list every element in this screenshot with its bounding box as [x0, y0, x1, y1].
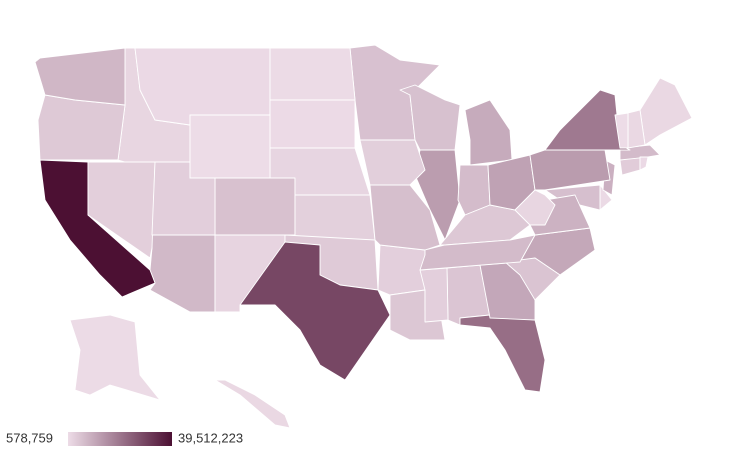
state[interactable]: [214, 379, 291, 429]
state[interactable]: [69, 314, 161, 401]
state[interactable]: [294, 194, 376, 241]
state[interactable]: [619, 144, 661, 161]
state[interactable]: [239, 241, 391, 381]
state[interactable]: [514, 189, 556, 226]
state[interactable]: [37, 94, 126, 161]
legend-max: 39,512,223: [178, 430, 243, 445]
state[interactable]: [459, 314, 546, 393]
state[interactable]: [134, 47, 271, 126]
state[interactable]: [189, 114, 271, 179]
state[interactable]: [87, 161, 156, 259]
state[interactable]: [149, 234, 216, 313]
state[interactable]: [399, 84, 461, 151]
state[interactable]: [369, 184, 441, 251]
state[interactable]: [529, 149, 611, 191]
legend-min: 578,759: [6, 430, 53, 445]
state[interactable]: [359, 139, 426, 186]
state[interactable]: [504, 257, 561, 301]
state[interactable]: [639, 77, 693, 146]
state[interactable]: [269, 99, 356, 149]
legend-scale: [68, 432, 172, 446]
state[interactable]: [269, 47, 356, 101]
state[interactable]: [639, 156, 649, 171]
state[interactable]: [464, 99, 513, 166]
state[interactable]: [377, 244, 426, 296]
state[interactable]: [214, 177, 296, 236]
state[interactable]: [34, 47, 126, 106]
states: [34, 44, 693, 429]
state[interactable]: [614, 112, 629, 149]
state[interactable]: [419, 234, 536, 271]
